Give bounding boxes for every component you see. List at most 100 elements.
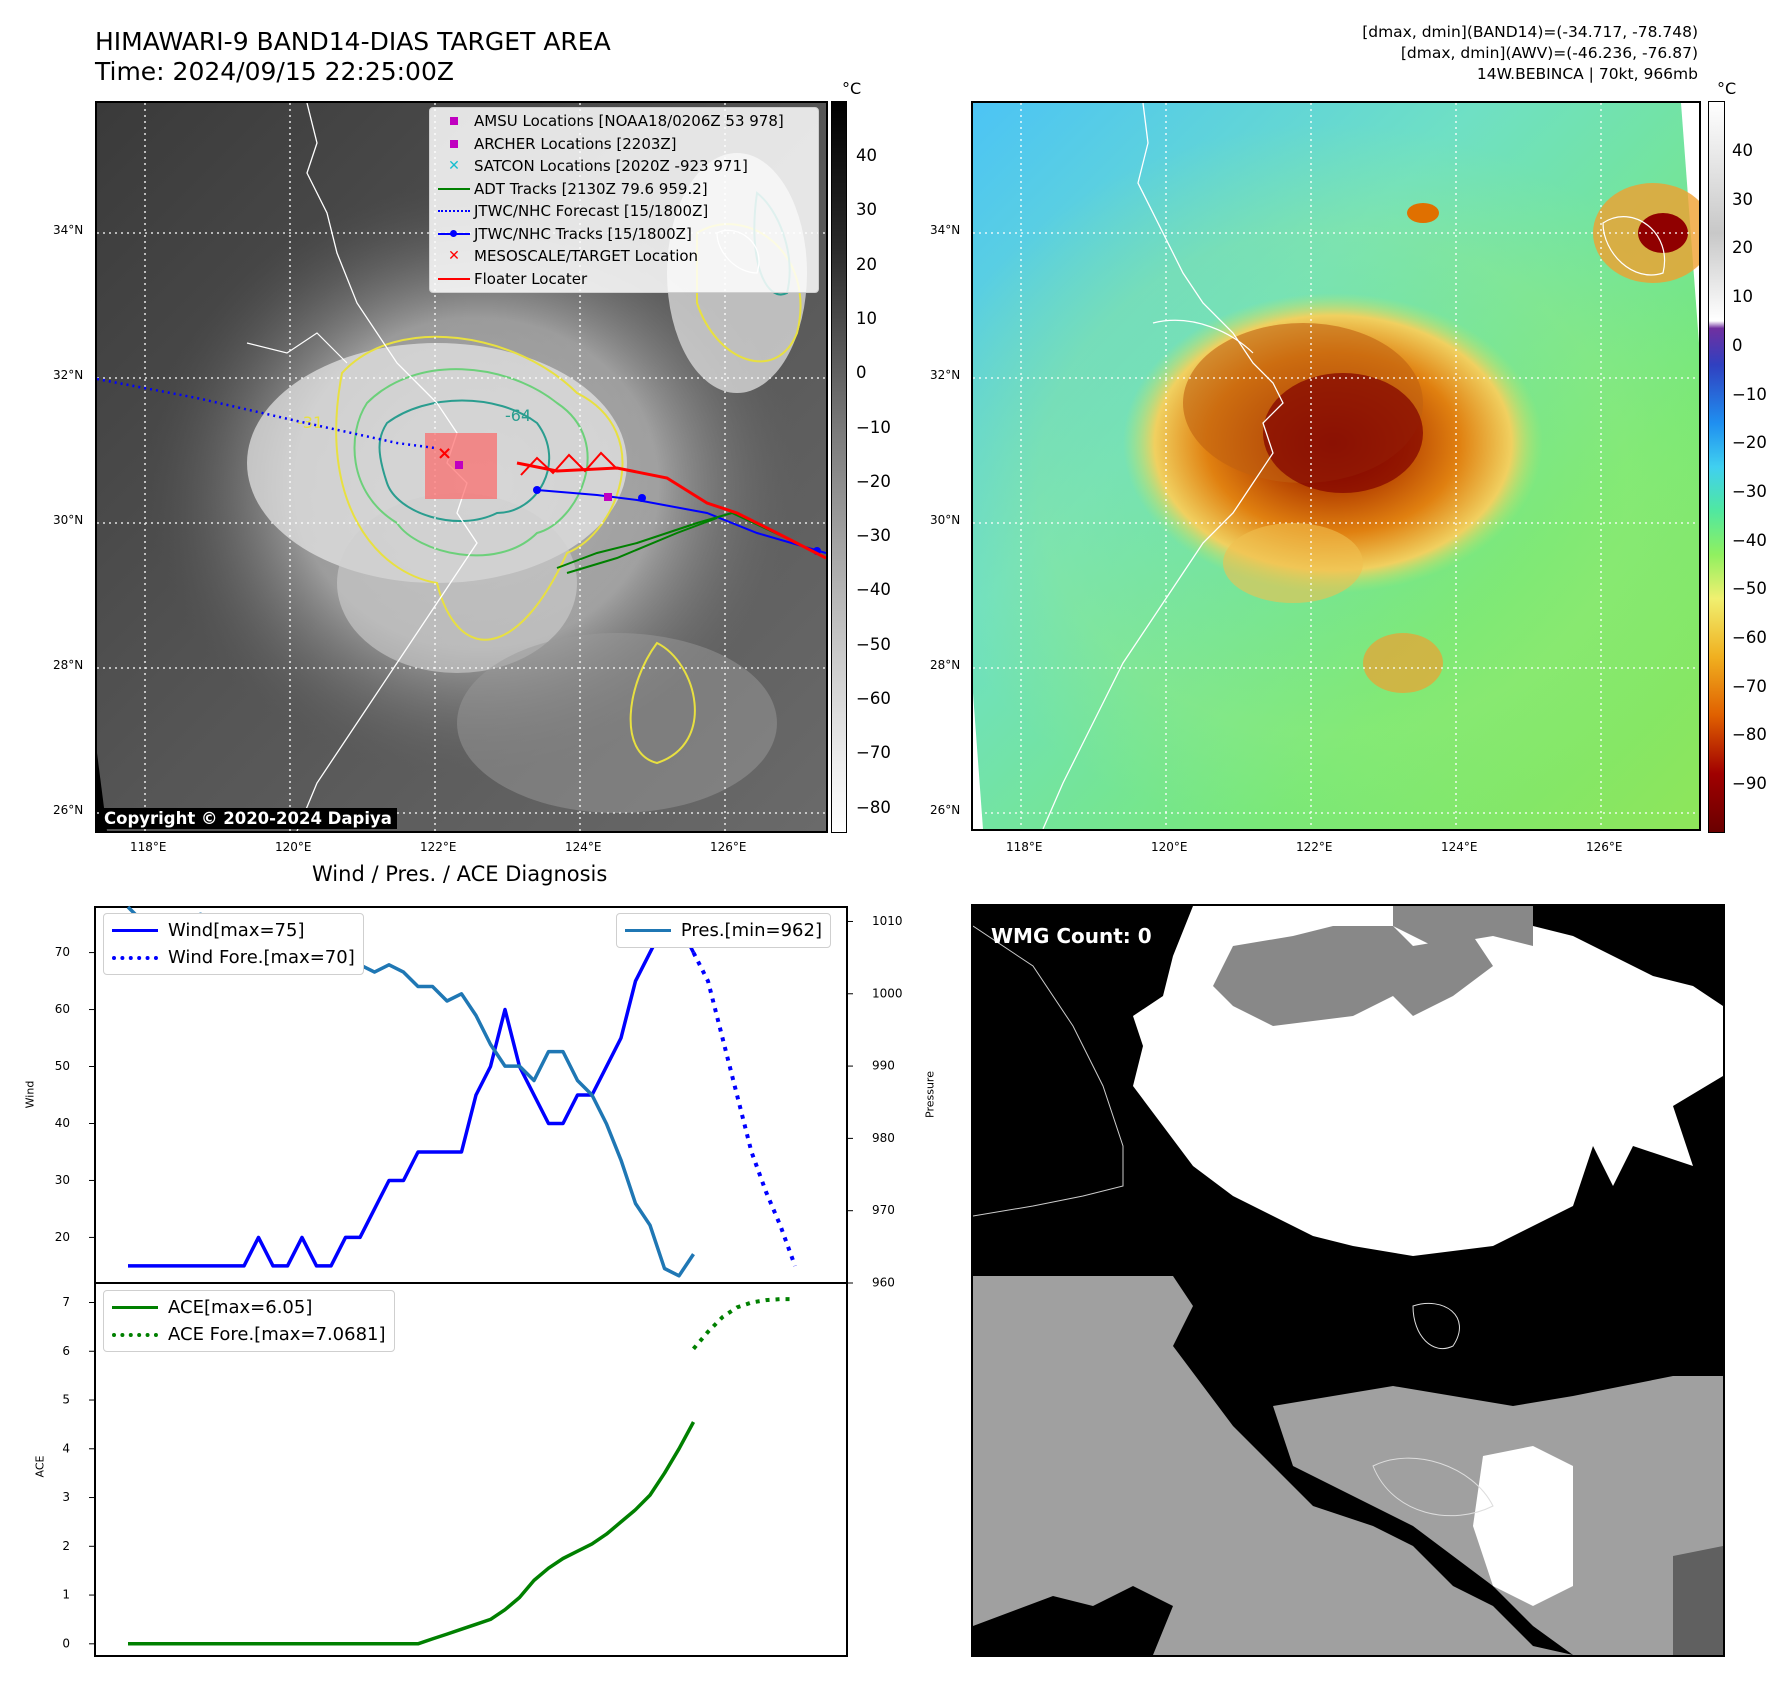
legend-label: AMSU Locations [NOAA18/0206Z 53 978] [474,112,784,131]
figure-title: HIMAWARI-9 BAND14-DIAS TARGET AREA [95,27,611,56]
series-line-4 [691,1297,795,1351]
lat-label: 26°N [53,803,84,817]
square-marker-icon [450,139,458,148]
colorbar-tick-label: −90 [1732,774,1767,794]
series-line-1 [691,951,797,1267]
wmg-count-label: WMG Count: 0 [991,924,1152,948]
colorbar-tick-label: −60 [856,689,891,708]
colorbar-right [1708,101,1725,833]
lon-label: 122°E [420,840,457,854]
ace-tick-label: 5 [62,1393,70,1407]
lat-label: 28°N [930,658,961,672]
colorbar-tick-label: −50 [856,634,891,654]
colorbar-tick-label: 20 [856,254,877,274]
series-line-3 [128,1421,696,1646]
colorbar-right-unit: °C [1717,79,1737,98]
colorbar-tick-label: −30 [1732,481,1767,501]
ace-tick-label: 6 [62,1344,70,1358]
colorbar-tick-label: 40 [1732,141,1753,160]
legend-item-target: ✕ MESOSCALE/TARGET Location [434,245,814,268]
legend-label: ADT Tracks [2130Z 79.6 959.2] [474,179,708,198]
wind-tick-label: 40 [55,1116,70,1130]
legend-label: JTWC/NHC Forecast [15/1800Z] [474,202,709,221]
lon-label: 118°E [1006,840,1043,854]
legend-item-jtwc-tracks: JTWC/NHC Tracks [15/1800Z] [434,223,814,246]
wind-legend: Wind[max=75] Wind Fore.[max=70] [103,913,364,975]
legend-item-amsu: AMSU Locations [NOAA18/0206Z 53 978] [434,110,814,133]
lat-label: 32°N [930,368,961,382]
line-icon [438,277,470,280]
pressure-tick-label: 990 [872,1059,895,1073]
contour-label-31: -31 [297,413,323,432]
pressure-tick-label: 960 [872,1276,895,1290]
svg-text:×: × [437,443,452,464]
lon-label: 124°E [1441,840,1478,854]
colorbar-tick-label: 30 [856,200,877,220]
colorbar-tick-label: −60 [1732,628,1767,647]
colorbar-tick-label: −70 [1732,676,1767,696]
colorbar-left [831,101,847,833]
x-marker-icon: ✕ [448,158,460,175]
pressure-tick-label: 1000 [872,986,903,1000]
lon-label: 122°E [1296,840,1333,854]
lon-label: 126°E [710,840,747,854]
legend-label: MESOSCALE/TARGET Location [474,247,699,266]
dotted-line-icon [438,210,470,213]
awv-map-panel [971,101,1701,831]
ace-plot-frame [94,1282,848,1657]
lat-label: 30°N [53,513,84,527]
dotted-line-icon [112,955,158,960]
lon-label: 120°E [1151,840,1188,854]
legend-label: SATCON Locations [2020Z -923 971] [474,157,748,176]
legend-item-floater: Floater Locater [434,268,814,291]
colorbar-tick-label: −70 [856,743,891,763]
lon-label: 126°E [1586,840,1623,854]
legend-label: Wind[max=75] [168,920,305,941]
colorbar-tick-label: −20 [856,471,891,491]
wind-tick-label: 60 [55,1002,70,1016]
legend-label: Wind Fore.[max=70] [168,947,355,968]
legend-label: JTWC/NHC Tracks [15/1800Z] [474,224,692,243]
legend-item-adt: ADT Tracks [2130Z 79.6 959.2] [434,178,814,201]
colorbar-tick-label: −30 [856,526,891,546]
colorbar-tick-label: 40 [856,146,877,165]
lat-label: 34°N [930,223,961,237]
colorbar-tick-label: 10 [856,308,877,328]
legend-label: ACE Fore.[max=7.0681] [168,1324,386,1345]
series-line-0 [128,922,696,1268]
lon-label: 118°E [130,840,167,854]
colorbar-tick-label: −10 [1732,384,1767,404]
colorbar-tick-label: −10 [856,417,891,437]
legend-label: ACE[max=6.05] [168,1297,313,1318]
lat-label: 28°N [53,658,84,672]
colorbar-tick-label: −80 [856,797,891,817]
lat-label: 26°N [930,803,961,817]
line-icon [112,929,158,932]
square-marker-icon [450,117,458,126]
wind-tick-label: 70 [55,945,70,959]
map-legend: AMSU Locations [NOAA18/0206Z 53 978] ARC… [429,107,819,293]
line-icon [438,187,470,190]
colorbar-tick-label: −40 [856,580,891,600]
legend-label: Pres.[min=962] [680,920,822,941]
legend-label: Floater Locater [474,269,588,288]
ir-map-panel: -31 -64 × AMSU Locations [NOAA18/0206Z 5… [95,101,828,833]
line-dot-icon [434,230,474,238]
line-icon [624,929,671,932]
legend-item-ace-forecast: ACE Fore.[max=7.0681] [112,1321,386,1348]
ace-tick-label: 2 [62,1539,70,1553]
wind-tick-label: 50 [55,1059,70,1073]
ace-tick-label: 1 [62,1588,70,1602]
colorbar-tick-label: −50 [1732,579,1767,599]
colorbar-left-unit: °C [842,79,862,98]
lat-label: 32°N [53,368,84,382]
line-icon [112,1306,158,1309]
colorbar-tick-label: 10 [1732,287,1753,307]
lat-label: 30°N [930,513,961,527]
legend-item-pressure: Pres.[min=962] [624,917,822,944]
storm-info: 14W.BEBINCA | 70kt, 966mb [1476,65,1698,83]
pressure-tick-label: 980 [872,1131,895,1145]
diagnosis-title: Wind / Pres. / ACE Diagnosis [312,862,608,886]
stats-awv: [dmax, dmin](AWV)=(-46.236, -76.87) [1400,44,1698,62]
colorbar-tick-label: 0 [856,363,867,383]
